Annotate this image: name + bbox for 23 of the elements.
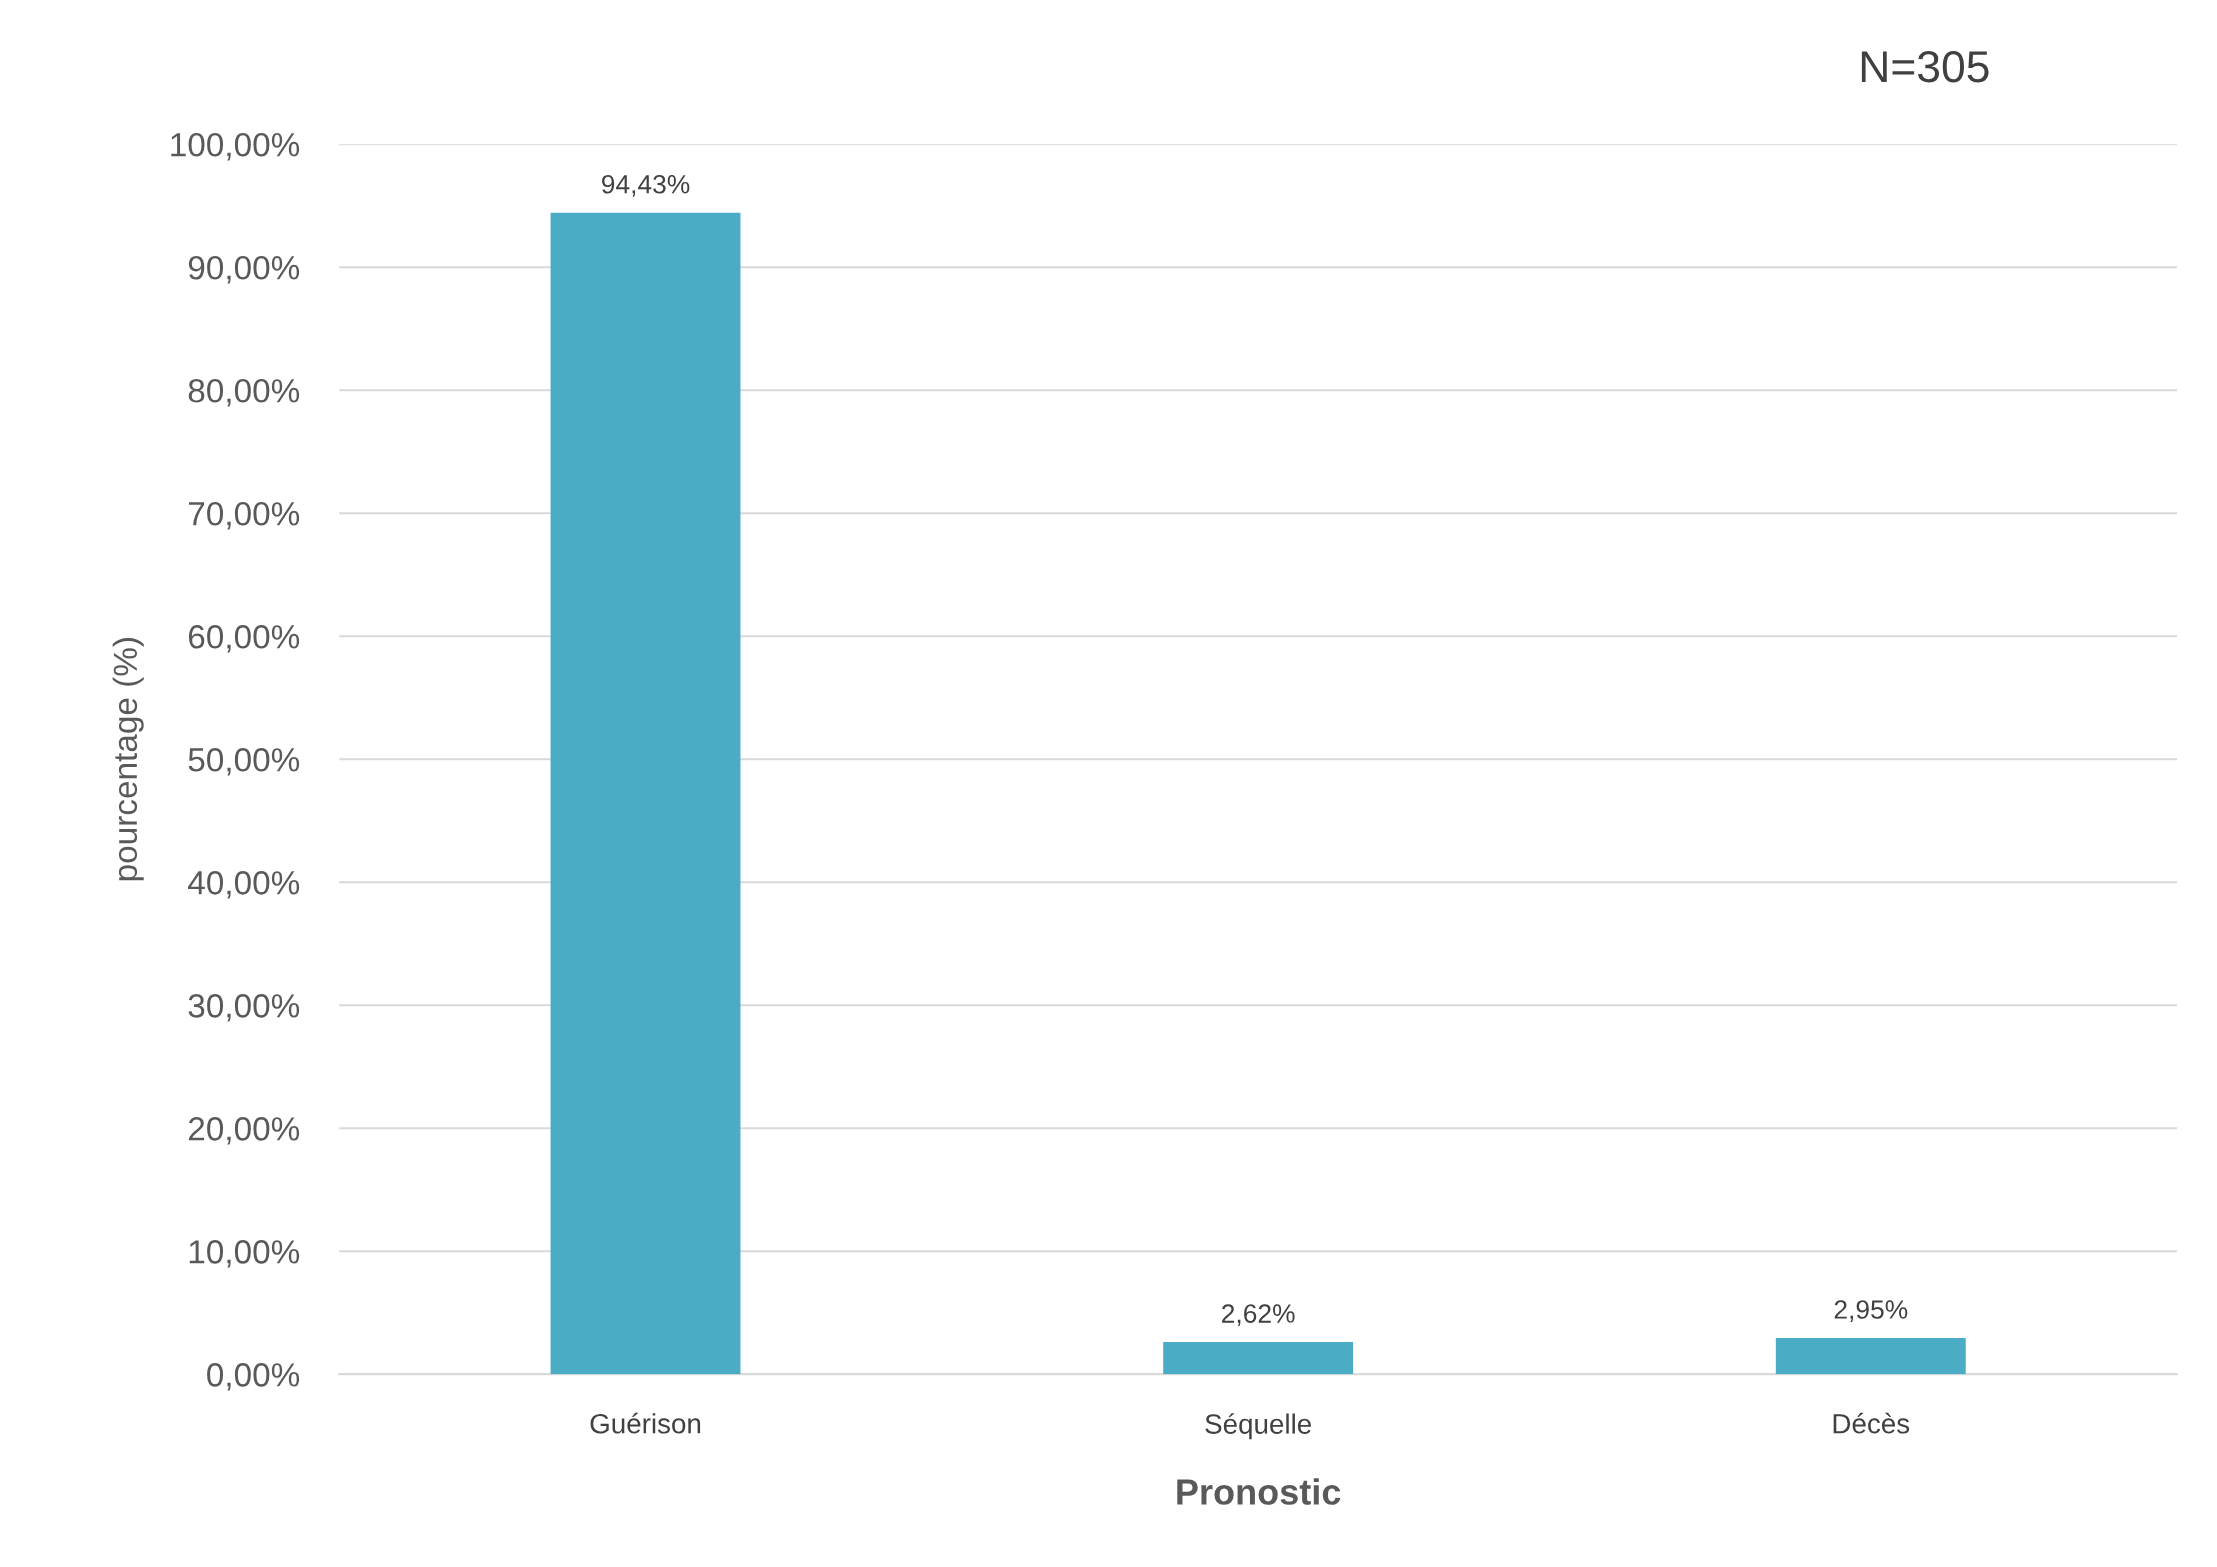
- data-label: 2,95%: [1834, 1300, 1908, 1322]
- y-tick-label: 100,00%: [171, 132, 300, 161]
- y-axis-title: pourcentage (%): [112, 638, 144, 881]
- bar: [550, 212, 741, 1375]
- bar: [1163, 1342, 1354, 1375]
- bar: [1775, 1337, 1966, 1375]
- x-tick-label: Séquelle: [1205, 1413, 1311, 1440]
- y-tick-label: 20,00%: [188, 1117, 300, 1145]
- y-tick-label: 0,00%: [207, 1363, 300, 1391]
- text: N=305: [1861, 50, 1989, 83]
- y-tick-label: 10,00%: [189, 1240, 300, 1268]
- x-axis-title: Pronostic: [1177, 1478, 1341, 1505]
- y-tick-label: 80,00%: [188, 378, 300, 407]
- y-tick-label: 40,00%: [188, 871, 300, 899]
- y-tick-label: 60,00%: [188, 625, 300, 653]
- data-label: 94,43%: [602, 174, 690, 197]
- y-tick-label: 50,00%: [188, 748, 300, 776]
- y-tick-label: 90,00%: [188, 255, 300, 284]
- x-tick-label: Décès: [1833, 1412, 1910, 1434]
- y-tick-label: 30,00%: [188, 994, 300, 1022]
- x-tick-label: Guérison: [590, 1412, 701, 1434]
- y-tick-label: 70,00%: [188, 501, 300, 530]
- data-label: 2,62%: [1222, 1304, 1295, 1327]
